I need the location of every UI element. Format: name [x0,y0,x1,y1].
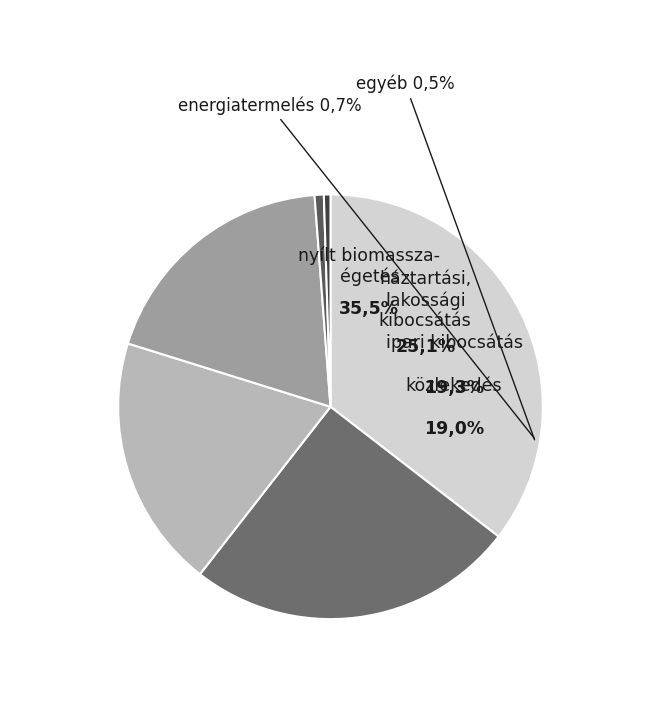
Text: 25,1%: 25,1% [395,338,455,356]
Text: nyílt biomassza-
égetés: nyílt biomassza- égetés [298,246,440,286]
Text: egyéb 0,5%: egyéb 0,5% [356,75,535,439]
Text: 19,3%: 19,3% [424,379,485,397]
Wedge shape [324,195,330,407]
Wedge shape [200,407,498,619]
Text: közlekedés: közlekedés [405,378,502,396]
Text: háztartási,
lakossági
kibocsátás: háztartási, lakossági kibocsátás [379,270,472,330]
Wedge shape [128,195,330,407]
Wedge shape [118,343,330,574]
Text: ipari kibocsátás: ipari kibocsátás [386,334,523,353]
Wedge shape [315,195,330,407]
Text: energiatermelés 0,7%: energiatermelés 0,7% [178,96,534,438]
Wedge shape [330,195,543,536]
Text: 35,5%: 35,5% [339,300,399,318]
Text: 19,0%: 19,0% [424,420,484,438]
